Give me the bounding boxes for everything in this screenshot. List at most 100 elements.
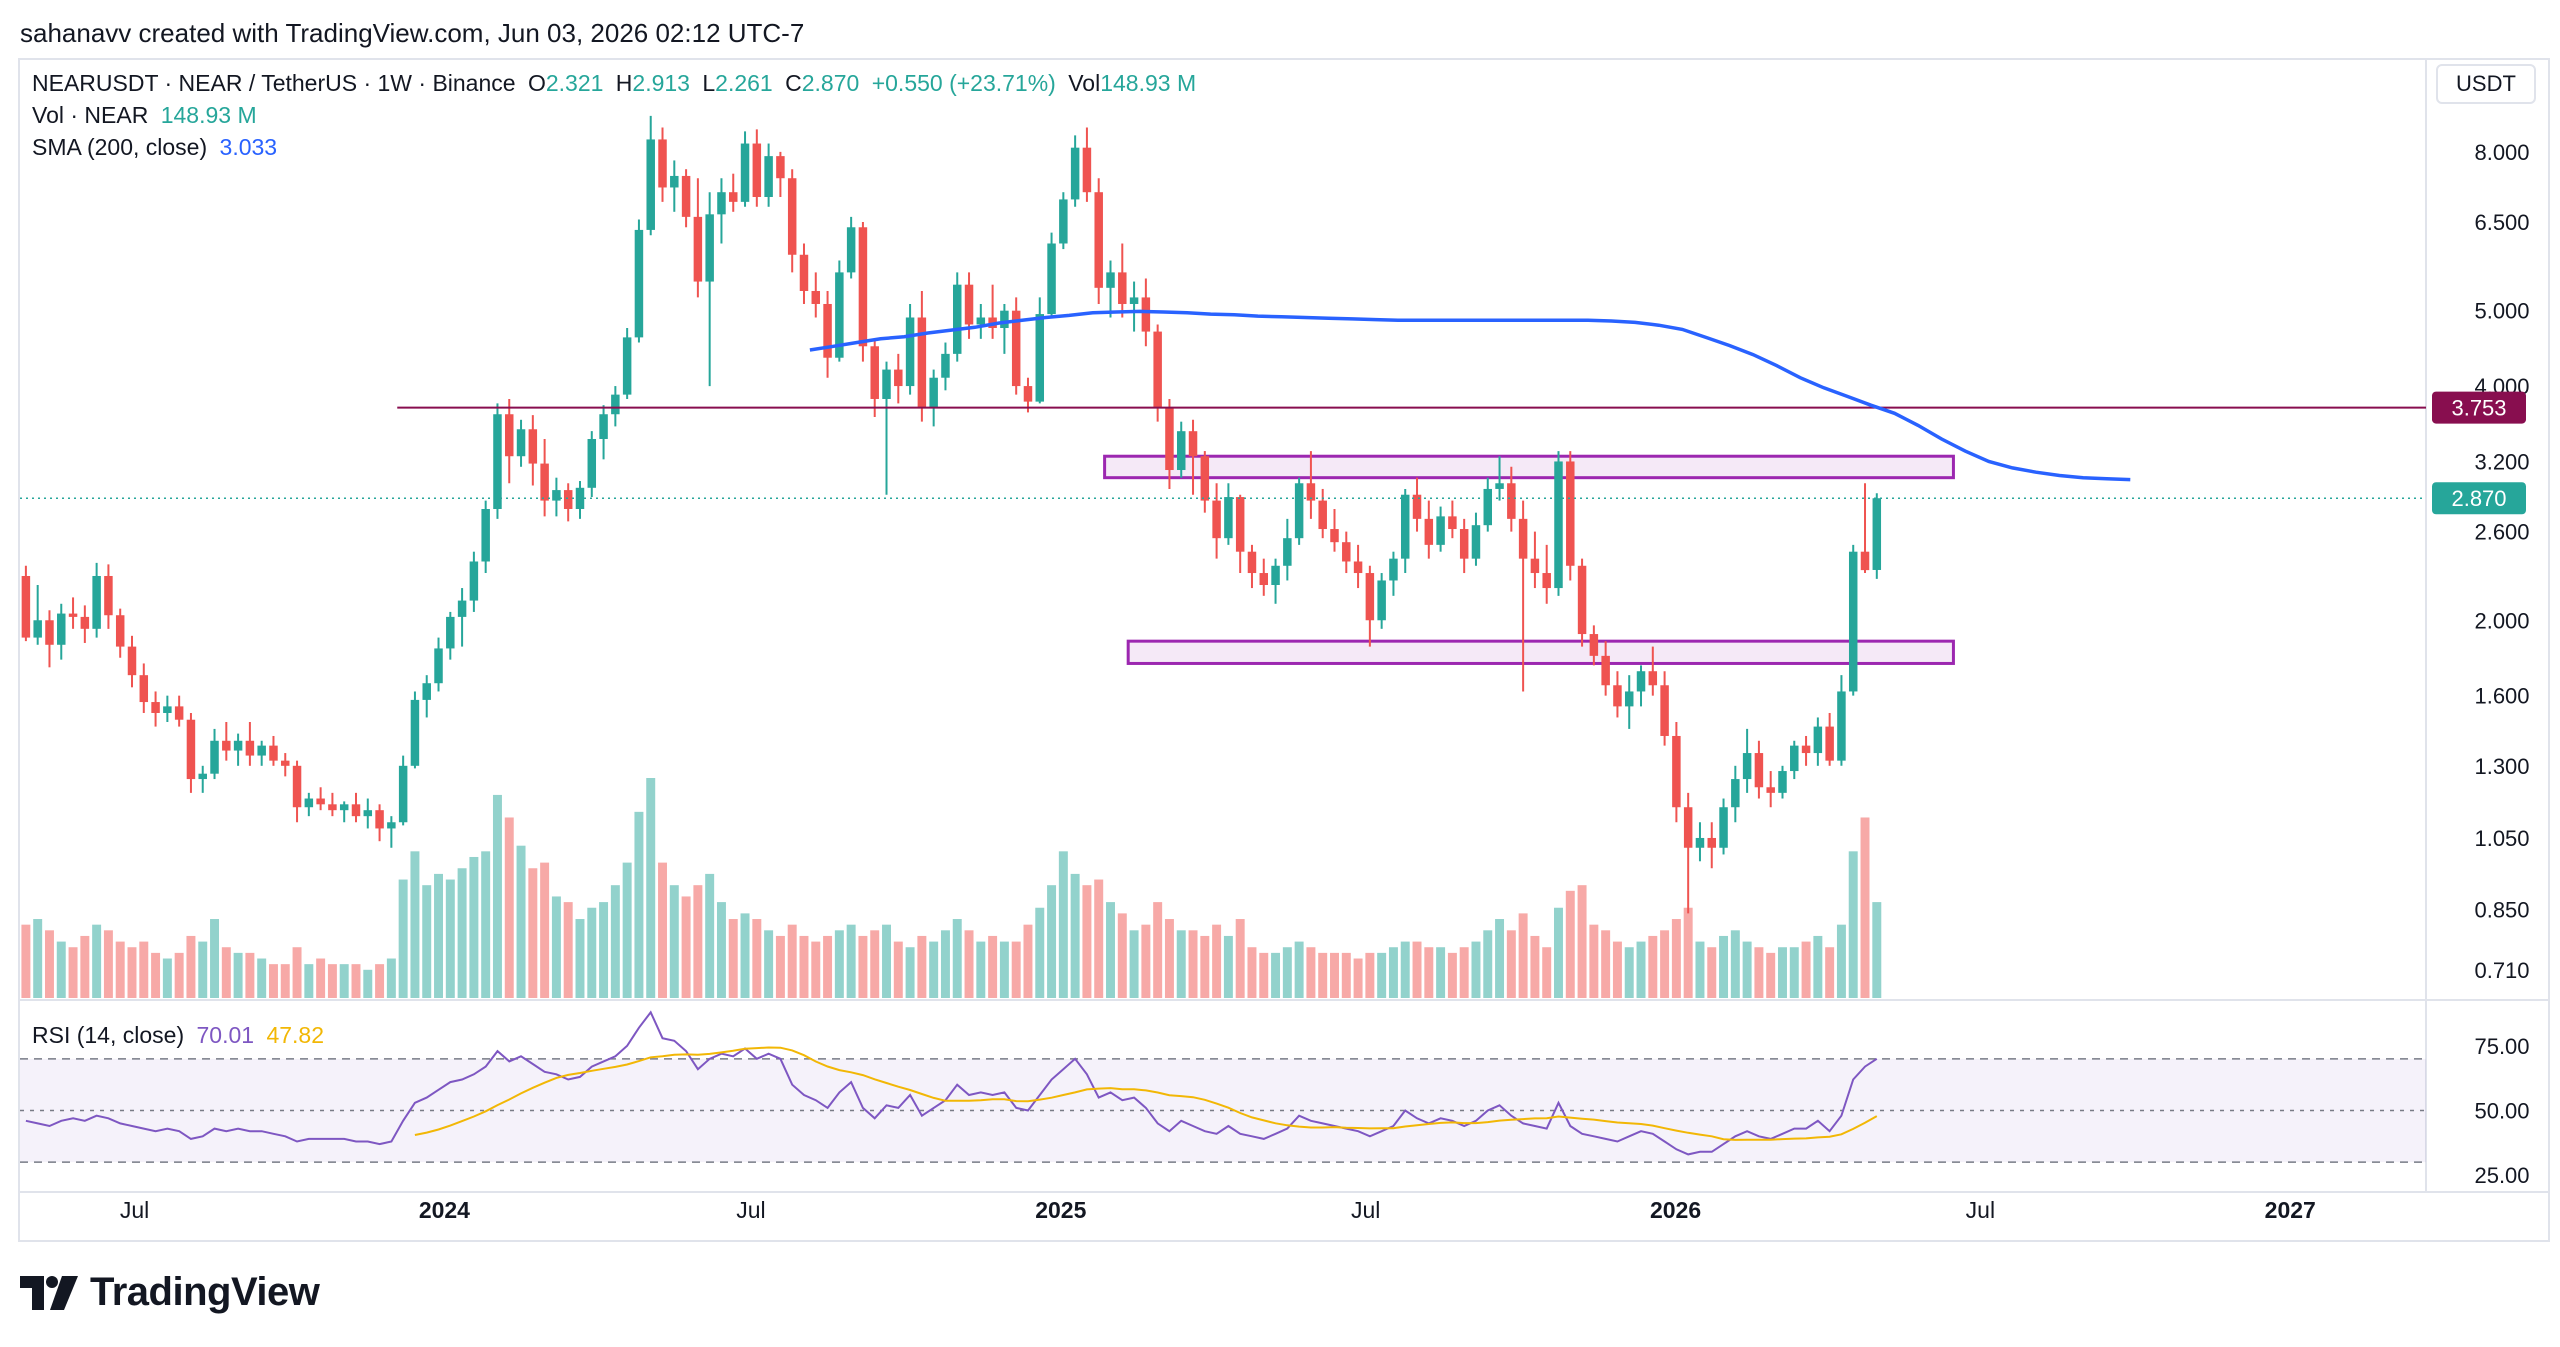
volume-bar [905,947,915,998]
volume-bar [1200,935,1210,998]
candle-body [1412,494,1422,519]
volume-bar [257,958,267,998]
volume-bar [1094,879,1104,998]
legend-volume: Vol148.93 M [1068,70,1197,96]
volume-bar [917,935,927,998]
candle-body [634,229,644,338]
price-tick-label: 0.850 [2474,897,2529,922]
volume-bar [1495,919,1505,998]
volume-bar [988,935,998,998]
candle-body [858,227,868,347]
candle-body [1507,483,1516,519]
candle-body [1825,726,1834,761]
candle-body [1707,837,1716,848]
volume-bar [1624,947,1634,998]
volume-bar [599,902,609,998]
candle-body [245,740,255,756]
legend-rsi[interactable]: RSI (14, close) 70.01 47.82 [32,1022,330,1049]
volume-bar [1589,924,1599,998]
volume-bar [174,952,184,998]
candle-body [1118,272,1127,304]
volume-bar [1141,924,1151,998]
resistance-price-badge: 3.753 [2451,396,2506,421]
price-tick-label: 6.500 [2474,210,2529,235]
volume-bar [1082,885,1092,998]
candle-body [717,192,726,215]
volume-bar [1601,930,1611,998]
volume-bar [1400,941,1410,998]
volume-bar [1447,952,1457,998]
volume-bar [823,935,833,998]
candle-body [1860,551,1870,571]
volume-bar [186,935,196,998]
volume-bar [280,964,290,998]
price-tick-label: 3.200 [2474,449,2529,474]
volume-bar [1058,851,1068,998]
volume-bar [705,873,715,998]
volume-bar [1176,930,1186,998]
price-unit-button[interactable]: USDT [2436,64,2536,104]
volume-bar [1223,935,1233,998]
candle-body [1766,787,1775,793]
candle-body [1059,199,1068,244]
candle-body [1259,573,1269,586]
candle-body [1848,551,1858,692]
candle-body [1436,516,1445,545]
candle-body [693,216,703,282]
volume-bar [1164,919,1174,998]
volume-bar [1459,947,1469,998]
volume-bar [1483,930,1493,998]
volume-bar [893,941,903,998]
candle-body [799,254,809,291]
candle-body [1389,558,1398,581]
volume-bar [1554,907,1563,998]
candle-body [233,740,243,751]
volume-bar [811,941,821,998]
candle-body [198,773,207,780]
legend-sma-value: 3.033 [219,134,278,160]
candle-body [1271,565,1280,586]
candle-body [917,317,927,408]
legend-sma[interactable]: SMA (200, close) 3.033 [32,134,283,161]
candle-body [563,490,573,509]
candle-body [823,303,832,358]
candle-body [846,227,856,273]
candle-body [1695,837,1705,848]
volume-bar [999,941,1009,998]
volume-bar [870,930,880,998]
volume-bar [363,969,373,998]
volume-bar [221,947,231,998]
volume-bar [304,964,314,998]
volume-bar [1365,952,1375,998]
candle-body [1471,525,1481,559]
candle-body [328,804,337,811]
candle-body [410,699,420,766]
chart-frame [18,58,2550,1242]
time-axis-label: 2026 [1650,1197,1701,1223]
legend-vol-indicator[interactable]: Vol · NEAR 148.93 M [32,102,263,129]
volume-bar [1330,952,1339,998]
volume-bar [1789,947,1799,998]
volume-bar [1212,924,1222,998]
volume-bar [882,924,891,998]
candle-body [1235,497,1245,552]
volume-bar [1695,941,1705,998]
candle-body [729,192,738,202]
candle-body [1047,243,1056,315]
volume-bar [198,941,208,998]
legend-ohlc[interactable]: NEARUSDT · NEAR / TetherUS · 1W · Binanc… [32,70,1202,97]
volume-bar [1565,890,1575,998]
volume-bar [1836,924,1846,998]
candle-body [964,284,974,325]
volume-bar [929,941,939,998]
candle-body [587,438,597,488]
tradingview-logo[interactable]: TradingView [20,1270,320,1315]
candle-body [281,760,290,766]
volume-bar [1377,952,1387,998]
candle-body [705,214,714,282]
volume-bar [481,851,491,998]
legend-open: O2.321 [527,70,604,96]
volume-bar [1436,947,1446,998]
candle-body [481,508,490,562]
